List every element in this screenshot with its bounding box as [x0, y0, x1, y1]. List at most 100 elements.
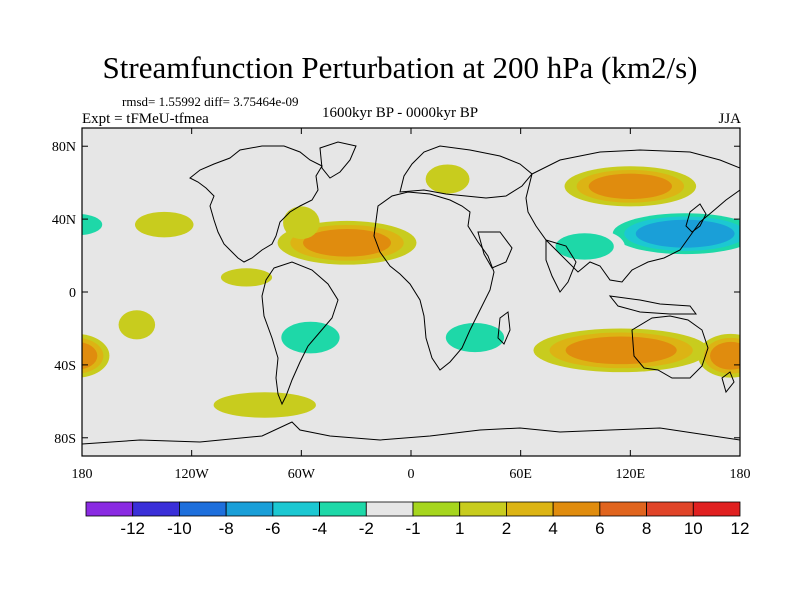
- y-tick-label: 80N: [52, 140, 76, 155]
- coastline-madagascar: [497, 311, 511, 345]
- coastline-arabia: [477, 231, 513, 269]
- contour-level: [118, 310, 156, 340]
- colorbar-swatch: [599, 501, 647, 517]
- contour-level: [445, 323, 505, 353]
- contour-level: [303, 228, 392, 257]
- colorbar-label: -1: [405, 519, 420, 538]
- colorbar-label: 4: [548, 519, 557, 538]
- coastline-japan: [685, 203, 707, 233]
- coastline-greenland: [319, 141, 357, 179]
- x-tick-label: 60W: [288, 467, 316, 482]
- coastline-africa: [373, 191, 495, 371]
- colorbar-swatch: [365, 501, 414, 517]
- colorbar-label: 12: [731, 519, 750, 538]
- contour-level: [359, 169, 397, 189]
- contour-region: [533, 328, 709, 373]
- y-tick-label: 0: [69, 286, 76, 301]
- colorbar-swatch: [646, 501, 694, 517]
- x-tick-label: 60E: [509, 467, 532, 482]
- coastline-south-america: [261, 261, 339, 406]
- contour-region: [118, 310, 156, 340]
- contour-region: [359, 169, 397, 189]
- colorbar-swatch: [179, 501, 227, 517]
- contour-region: [564, 166, 697, 207]
- colorbar-swatch: [552, 501, 601, 517]
- contour-level: [565, 336, 677, 365]
- stats-label: rmsd= 1.55992 diff= 3.75464e-09: [122, 94, 299, 109]
- contour-level: [635, 219, 735, 248]
- contour-region: [82, 334, 110, 378]
- colorbar-label: 8: [642, 519, 651, 538]
- contour-level: [281, 321, 340, 354]
- y-tick-label: 80S: [54, 432, 76, 447]
- x-tick-label: 180: [730, 467, 751, 482]
- coastline-antarctica: [82, 421, 740, 445]
- chart-title: Streamfunction Perturbation at 200 hPa (…: [102, 50, 698, 85]
- colorbar-swatch: [459, 501, 507, 517]
- contour-region: [220, 268, 273, 287]
- coastline-europe: [399, 145, 533, 199]
- colorbar-label: -12: [120, 519, 145, 538]
- contour-level: [425, 164, 470, 194]
- coastline-asia: [525, 149, 740, 283]
- colorbar-label: -2: [359, 519, 374, 538]
- y-tick-label: 40S: [54, 359, 76, 374]
- contour-level: [220, 268, 273, 287]
- contour-region: [135, 211, 194, 238]
- contour-level: [392, 337, 448, 374]
- colorbar-swatch: [412, 501, 461, 517]
- colorbar-label: -6: [265, 519, 280, 538]
- colorbar-label: 10: [684, 519, 703, 538]
- contour-region: [392, 299, 466, 322]
- contour-region: [392, 337, 448, 374]
- contour-region: [283, 206, 320, 240]
- coastline-north-america: [189, 145, 323, 263]
- colorbar-label: -10: [167, 519, 192, 538]
- contour-level: [588, 173, 673, 200]
- x-tick-label: 180: [72, 467, 93, 482]
- contour-level: [283, 206, 320, 240]
- contour-region: [696, 166, 740, 189]
- contour-level: [696, 166, 740, 189]
- coastline-india: [545, 239, 577, 293]
- contour-region: [213, 392, 316, 418]
- contour-region: [425, 164, 470, 194]
- contour-region: [544, 228, 625, 265]
- colorbar-label: 6: [595, 519, 604, 538]
- colorbar-swatch: [225, 501, 274, 517]
- contour-level: [555, 233, 614, 260]
- y-tick-label: 40N: [52, 213, 76, 228]
- colorbar-swatch: [85, 501, 134, 517]
- contour-level: [135, 211, 194, 238]
- contour-region: [601, 210, 740, 258]
- contour-region: [246, 189, 291, 212]
- contour-level: [710, 341, 740, 370]
- colorbar-label: 1: [455, 519, 464, 538]
- colorbar-swatch: [506, 501, 554, 517]
- colorbar-label: -4: [312, 519, 327, 538]
- contour-level: [445, 200, 479, 223]
- contour-region: [697, 333, 740, 378]
- colorbar-swatch: [132, 501, 180, 517]
- x-tick-label: 0: [408, 467, 415, 482]
- x-tick-label: 120E: [616, 467, 646, 482]
- contour-region: [434, 317, 516, 358]
- colorbar-swatch: [272, 501, 320, 517]
- x-tick-label: 120W: [175, 467, 210, 482]
- colorbar-swatch: [319, 501, 367, 517]
- coastline-australia: [631, 315, 709, 379]
- contour-level: [213, 392, 316, 418]
- coastline-indonesia: [608, 295, 697, 315]
- contour-level: [517, 410, 671, 429]
- season-label: JJA: [718, 111, 741, 127]
- colorbar-label: -8: [219, 519, 234, 538]
- period-label: 1600kyr BP - 0000kyr BP: [322, 105, 479, 121]
- contour-region: [445, 200, 479, 223]
- coastline-new-zealand: [721, 371, 735, 394]
- contour-level: [82, 342, 98, 370]
- colorbar-label: 2: [502, 519, 511, 538]
- contour-region: [517, 410, 671, 429]
- contour-region: [270, 315, 351, 360]
- experiment-label: Expt = tFMeU-tfmea: [82, 111, 209, 127]
